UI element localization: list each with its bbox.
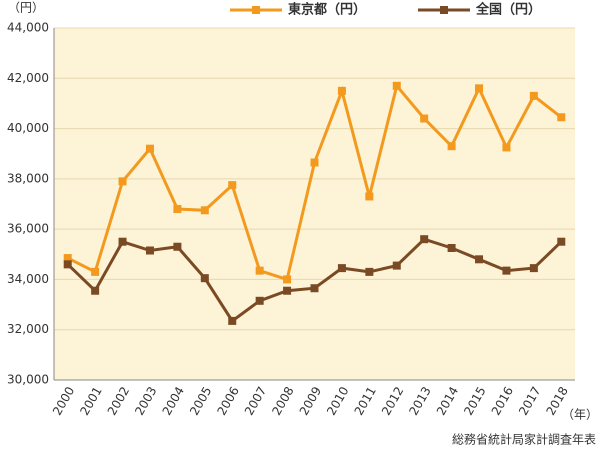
point-marker [118, 177, 127, 186]
point-marker [145, 144, 154, 153]
point-marker [145, 246, 154, 255]
y-tick-label: 30,000 [7, 373, 49, 387]
y-tick-label: 32,000 [7, 322, 49, 336]
legend-marker [252, 6, 260, 14]
legend-label: 東京都（円） [288, 2, 366, 18]
point-marker [365, 267, 374, 276]
point-marker [502, 143, 511, 152]
point-marker [337, 264, 346, 273]
point-marker [557, 237, 566, 246]
point-marker [173, 242, 182, 251]
x-tick-label: 2013 [406, 384, 433, 417]
x-tick-label: 2001 [77, 384, 104, 417]
x-tick-label: 2009 [297, 384, 324, 417]
x-tick-label: 2000 [50, 384, 77, 417]
point-marker [529, 264, 538, 273]
x-tick-label: 2004 [160, 384, 187, 417]
point-marker [255, 296, 264, 305]
x-tick-label: 2007 [242, 384, 269, 417]
point-marker [392, 81, 401, 90]
point-marker [310, 284, 319, 293]
x-unit: （年） [562, 408, 598, 422]
point-marker [447, 244, 456, 252]
x-tick-label: 2016 [489, 384, 516, 417]
point-marker [63, 254, 72, 263]
plot-background [54, 28, 575, 380]
point-marker [283, 286, 292, 295]
point-marker [173, 205, 182, 214]
point-marker [200, 206, 209, 215]
point-marker [447, 142, 456, 151]
source: 総務省統計局家計調査年表 [452, 432, 596, 447]
point-marker [63, 260, 72, 269]
point-marker [91, 286, 100, 295]
point-marker [228, 316, 237, 325]
legend-marker [440, 6, 448, 14]
point-marker [392, 261, 401, 270]
point-marker [365, 192, 374, 201]
y-tick-label: 40,000 [7, 121, 49, 135]
x-tick-label: 2002 [105, 384, 132, 417]
point-marker [529, 91, 538, 100]
x-tick-label: 2005 [187, 384, 214, 417]
point-marker [228, 181, 237, 190]
y-unit: （円） [8, 1, 44, 15]
x-tick-label: 2008 [269, 384, 296, 417]
x-tick-label: 2006 [214, 384, 241, 417]
x-tick-label: 2014 [434, 384, 461, 417]
legend-label: 全国（円） [475, 2, 541, 18]
point-marker [255, 266, 264, 275]
point-marker [283, 275, 292, 284]
x-tick-label: 2011 [352, 384, 379, 417]
x-tick-label: 2012 [379, 384, 406, 417]
x-tick-label: 2010 [324, 384, 351, 417]
point-marker [337, 86, 346, 95]
y-tick-label: 38,000 [7, 171, 49, 185]
y-tick-label: 36,000 [7, 222, 49, 236]
point-marker [475, 255, 484, 264]
x-tick-label: 2003 [132, 384, 159, 417]
point-marker [91, 267, 100, 276]
y-tick-label: 34,000 [7, 272, 49, 286]
point-marker [200, 274, 209, 283]
point-marker [310, 158, 319, 167]
point-marker [502, 266, 511, 275]
point-marker [420, 235, 429, 244]
x-tick-label: 2015 [461, 384, 488, 417]
point-marker [420, 114, 429, 123]
point-marker [475, 84, 484, 93]
x-tick-label: 2017 [516, 384, 543, 417]
y-tick-label: 44,000 [7, 21, 49, 35]
point-marker [557, 113, 566, 122]
y-tick-label: 42,000 [7, 71, 49, 85]
point-marker [118, 237, 127, 246]
